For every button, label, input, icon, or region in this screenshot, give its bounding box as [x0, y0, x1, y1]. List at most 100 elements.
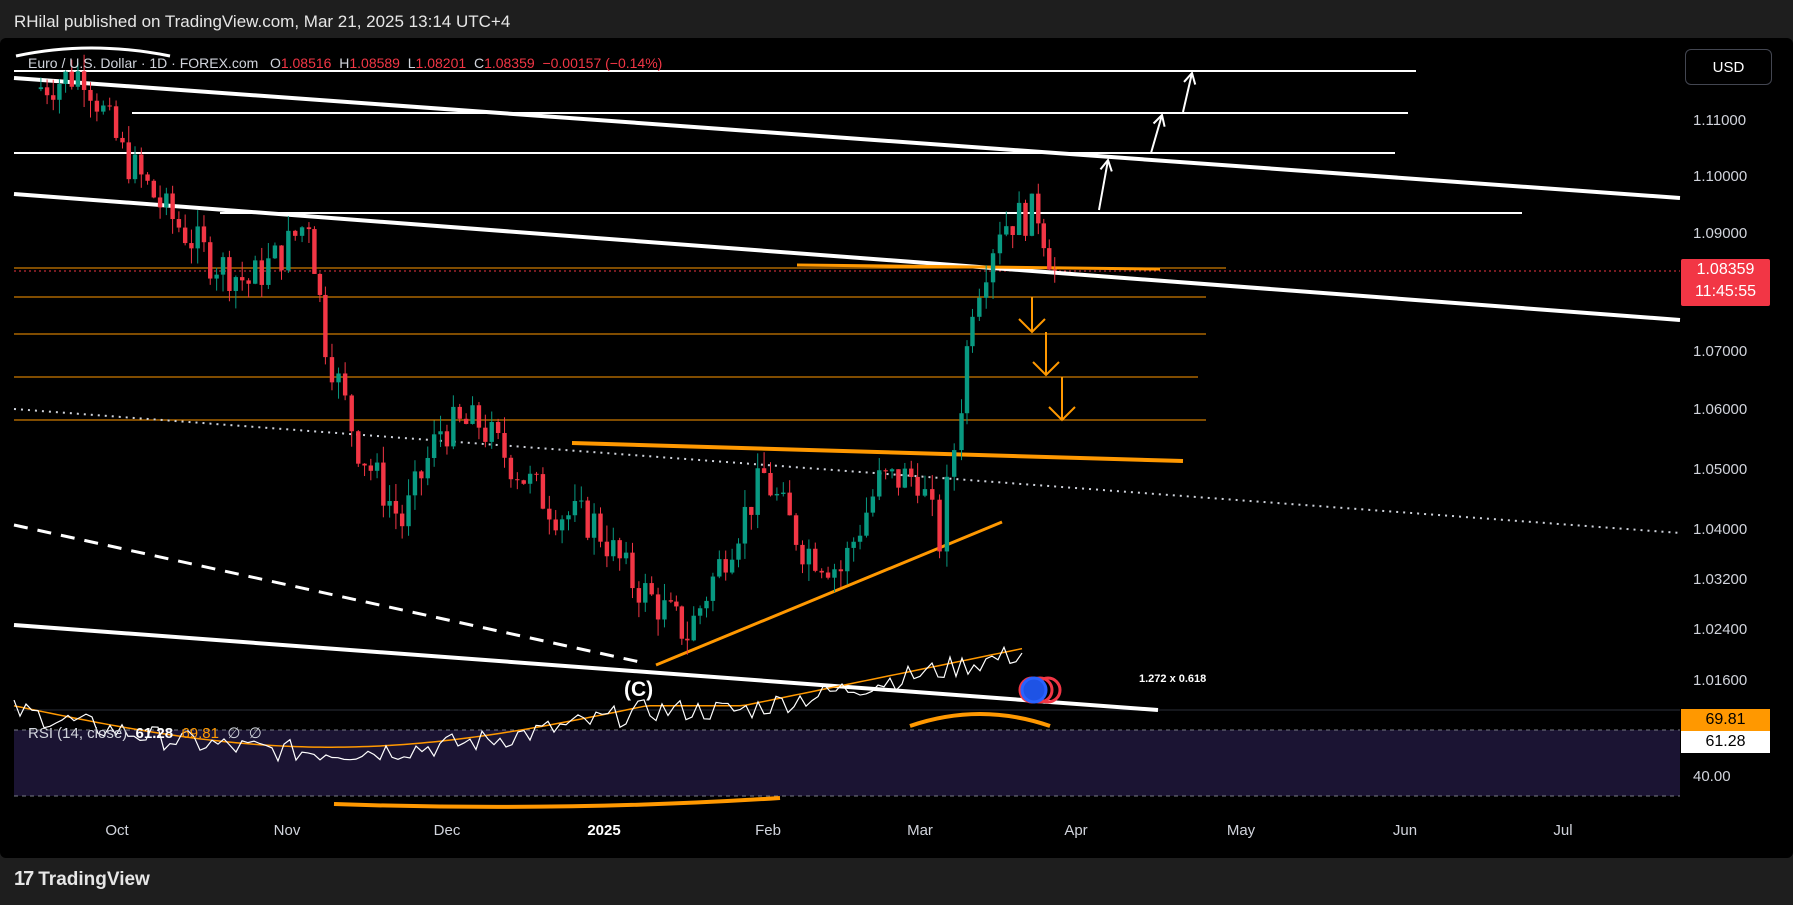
currency-button[interactable]: USD [1685, 49, 1772, 85]
high-value: 1.08589 [349, 55, 400, 71]
upside-arrow-head [1099, 157, 1113, 172]
breakout-retest-line [796, 263, 1161, 271]
candle-body [585, 500, 590, 538]
price-tick-label: 1.01600 [1693, 672, 1748, 689]
candle-body [915, 476, 920, 496]
time-tick-label: 2025 [587, 822, 621, 839]
downside-arrow-head [1032, 361, 1060, 377]
economic-event-icon [1020, 676, 1048, 704]
candle-body [406, 495, 411, 527]
candle-body [851, 541, 856, 548]
candle-body [970, 316, 975, 347]
open-label: O [269, 55, 281, 71]
candle-body [425, 457, 430, 479]
candle-body [781, 492, 786, 494]
candle-body [787, 492, 792, 516]
candle-body [604, 541, 610, 557]
candle-body [476, 405, 482, 428]
candle-body [120, 137, 125, 143]
chart-panel[interactable] [0, 38, 1793, 858]
candle-body [412, 471, 418, 496]
candle-body [495, 422, 501, 434]
top-arc [15, 46, 171, 58]
candle-body [710, 576, 716, 601]
candle-body [164, 193, 169, 208]
candle-body [189, 243, 194, 249]
triangle-upper-line [571, 441, 1184, 463]
candle-body [323, 294, 328, 358]
high-label: H [339, 55, 350, 71]
rsi-divergence-arc [333, 796, 781, 809]
candle-body [252, 260, 258, 284]
candle-body [617, 540, 622, 559]
candle-body [761, 468, 767, 473]
candle-body [259, 260, 264, 285]
time-tick-label: Oct [105, 822, 129, 839]
candle-body [877, 470, 882, 497]
candle-body [489, 422, 494, 442]
candle-body [889, 469, 895, 472]
candle-body [214, 274, 219, 279]
candle-body [75, 71, 81, 87]
candle-body [483, 427, 488, 442]
rsi-top-arc [909, 712, 1051, 728]
symbol-legend: Euro / U.S. Dollar · 1D · FOREX.com O1.0… [28, 55, 662, 71]
candle-body [864, 512, 869, 536]
candle-body [534, 473, 539, 475]
low-label: L [407, 55, 416, 71]
upside-arrow-shaft [1182, 72, 1193, 113]
candle-body [201, 226, 207, 243]
candle-body [1052, 269, 1057, 271]
price-tick-label: 1.10000 [1693, 168, 1748, 185]
candle-body [742, 506, 748, 544]
candle-body [983, 282, 989, 298]
tradingview-logo[interactable]: 17 TradingView [14, 868, 150, 891]
rsi-value: 61.28 [135, 725, 174, 742]
fib-extension-label: 1.272 x 0.618 [1139, 673, 1207, 685]
candle-body [1016, 202, 1022, 235]
candle-body [679, 606, 685, 639]
candle-body [279, 245, 284, 271]
candle-body [419, 471, 424, 479]
time-tick-label: Jun [1392, 822, 1418, 839]
candle-body [806, 548, 812, 565]
rsi-ma-badge: 69.81 [1681, 709, 1770, 731]
candle-body [195, 226, 200, 249]
candle-body [825, 572, 831, 578]
upside-arrow-shaft [1098, 159, 1109, 211]
candle-body [930, 489, 935, 500]
candle-body [286, 230, 291, 271]
candle-body [444, 431, 450, 447]
candle-body [51, 95, 56, 100]
candle-body [399, 513, 405, 527]
candle-body [922, 489, 928, 496]
candle-body [623, 552, 629, 559]
candle-body [126, 142, 131, 180]
brand-name: TradingView [38, 868, 150, 890]
candle-body [813, 548, 818, 571]
candle-body [69, 71, 74, 87]
rsi-extra-2: ∅ [248, 725, 262, 742]
candle-body [170, 193, 175, 220]
candle-body [579, 500, 584, 502]
candle-body [553, 519, 558, 531]
price-tick-label: 1.07000 [1693, 343, 1748, 360]
candle-body [38, 87, 44, 90]
candle-body [691, 615, 696, 641]
candle-body [1010, 226, 1015, 235]
candle-body [1004, 226, 1009, 235]
candle-body [997, 234, 1003, 254]
last-price-badge: 1.08359 11:45:55 [1681, 259, 1770, 306]
price-tick-label: 1.03200 [1693, 571, 1748, 588]
rsi-name[interactable]: RSI (14, close) [28, 725, 128, 742]
open-value: 1.08516 [280, 55, 332, 71]
candle-body [107, 105, 112, 107]
candle-body [349, 395, 354, 432]
candle-body [755, 468, 760, 515]
symbol-name[interactable]: Euro / U.S. Dollar · 1D · FOREX.com [28, 55, 259, 71]
time-tick-label: Jul [1553, 822, 1573, 839]
upside-arrow-head [1152, 112, 1166, 127]
candle-body [502, 433, 507, 458]
candle-body [44, 87, 50, 96]
